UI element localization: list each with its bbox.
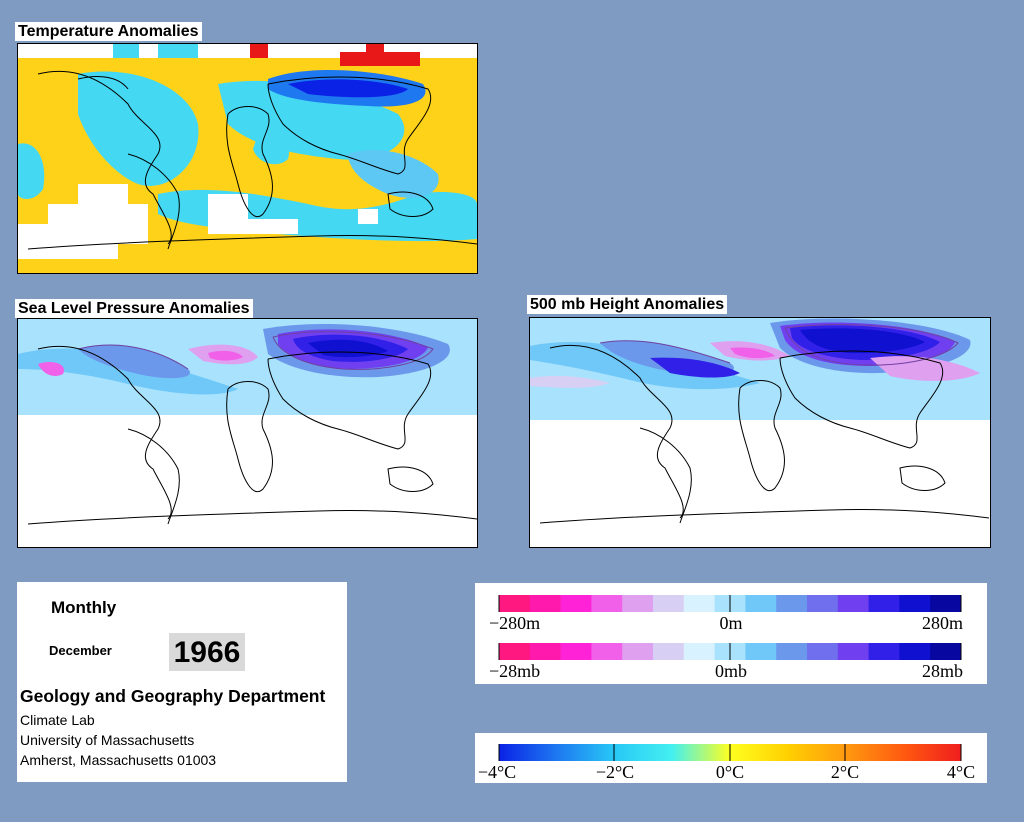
colorbar-swatch	[745, 595, 777, 612]
colorbar-swatch	[622, 643, 654, 660]
height-anomaly-map	[529, 317, 991, 548]
height-colorbar	[498, 595, 962, 612]
year-label: 1966	[169, 633, 245, 671]
pressure-colorbar	[498, 643, 962, 660]
height-pressure-legend: −280m 0m 280m −28mb 0mb 28mb	[475, 583, 987, 684]
colorbar-swatch	[653, 595, 685, 612]
height-label-min: −280m	[489, 613, 540, 633]
pressure-label-max: 28mb	[922, 661, 963, 681]
pressure-label-min: −28mb	[489, 661, 540, 681]
temp-label-0: −4°C	[478, 762, 516, 782]
colorbar-swatch	[807, 595, 839, 612]
colorbar-swatch	[899, 595, 931, 612]
height-label-max: 280m	[922, 613, 963, 633]
department-label: Geology and Geography Department	[20, 686, 326, 706]
height-map-title: 500 mb Height Anomalies	[527, 295, 728, 314]
address-line: University of Massachusetts	[20, 732, 195, 748]
colorbar-swatch	[899, 643, 931, 660]
colorbar-swatch	[529, 595, 562, 612]
colorbar-swatch	[622, 595, 654, 612]
colorbar-swatch	[683, 595, 716, 612]
temp-label-1: −2°C	[596, 762, 634, 782]
colorbar-swatch	[837, 595, 870, 612]
colorbar-swatch	[868, 595, 900, 612]
temp-label-3: 2°C	[831, 762, 859, 782]
colorbar-swatch	[868, 643, 900, 660]
temperature-map-title: Temperature Anomalies	[15, 22, 202, 41]
temp-label-4: 4°C	[947, 762, 975, 782]
slp-map-title: Sea Level Pressure Anomalies	[15, 299, 253, 318]
period-label: Monthly	[51, 598, 117, 617]
colorbar-swatch	[499, 643, 531, 660]
colorbar-swatch	[776, 643, 808, 660]
slp-anomaly-map	[17, 318, 478, 548]
colorbar-swatch	[529, 643, 562, 660]
pressure-label-mid: 0mb	[715, 661, 747, 681]
colorbar-swatch	[560, 643, 592, 660]
temperature-legend: −4°C −2°C 0°C 2°C 4°C	[475, 733, 987, 783]
colorbar-swatch	[591, 595, 623, 612]
colorbar-swatch	[930, 595, 962, 612]
address-line: Climate Lab	[20, 712, 95, 728]
temp-label-2: 0°C	[716, 762, 744, 782]
colorbar-swatch	[499, 595, 531, 612]
info-panel: Monthly December 1966 Geology and Geogra…	[17, 582, 347, 782]
colorbar-swatch	[591, 643, 623, 660]
temperature-anomaly-map	[17, 43, 478, 274]
colorbar-swatch	[776, 595, 808, 612]
colorbar-swatch	[930, 643, 962, 660]
colorbar-swatch	[560, 595, 592, 612]
colorbar-swatch	[807, 643, 839, 660]
colorbar-swatch	[745, 643, 777, 660]
address-line: Amherst, Massachusetts 01003	[20, 752, 217, 768]
month-label: December	[49, 643, 112, 658]
colorbar-swatch	[683, 643, 716, 660]
height-label-mid: 0m	[719, 613, 742, 633]
colorbar-swatch	[837, 643, 870, 660]
colorbar-swatch	[653, 643, 685, 660]
